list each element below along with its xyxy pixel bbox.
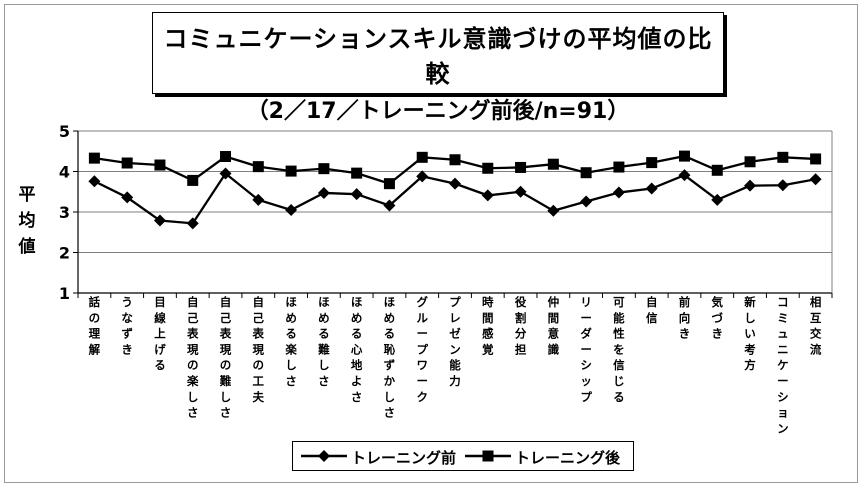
data-point-after [416,151,428,163]
data-point-before [514,185,527,198]
y-axis-label: 平均値 [18,185,36,257]
x-tick-label: リーダーシップ [580,295,592,404]
data-point-before [612,186,625,199]
data-point-after [515,161,527,173]
data-point-after [482,162,494,174]
x-tick-label: 自己表現の楽しさ [186,295,199,420]
x-tick-label: コミュニケーション [777,295,789,435]
data-point-after [777,151,789,163]
x-tick-label: 相互交流 [810,295,822,356]
y-tick-label: 1 [59,284,70,303]
data-point-before [481,189,494,202]
x-tick-label: うなずき [121,295,133,356]
data-point-after [187,174,199,186]
data-point-before [416,170,429,183]
x-tick-label: 可能性を信じる [613,295,625,404]
data-point-after [646,157,658,169]
data-point-after [252,161,264,173]
chart-title: コミュニケーションスキル意識づけの平均値の比較 [163,25,713,88]
legend-label-before: トレーニング前 [351,449,457,467]
data-point-before [809,173,822,186]
data-point-before [317,186,330,199]
x-tick-label: ほめる心地よさ [351,295,363,404]
chart-subtitle: （2／17／トレーニング前後/n=91） [246,99,630,124]
data-point-after [383,178,395,190]
data-point-before [121,191,134,204]
data-point-before [186,217,199,230]
data-point-after [220,151,232,163]
data-point-before [449,177,461,190]
data-point-before [678,169,691,182]
x-tick-label: 目線上げる [154,295,166,372]
data-point-after [678,150,690,162]
x-tick-label: プレゼン能力 [449,295,461,388]
data-point-before [383,199,396,212]
data-point-after [744,156,756,168]
data-point-after [318,163,330,175]
data-point-after [613,161,625,173]
legend-swatch-diamond [301,450,347,462]
data-point-after [547,158,559,170]
data-point-before [645,182,658,195]
data-point-before [776,179,789,192]
data-point-before [285,203,298,216]
data-point-after [88,152,100,164]
data-point-after [351,167,363,179]
data-point-before [350,188,363,201]
y-tick-label: 3 [59,203,70,222]
data-point-after [580,167,592,179]
data-point-after [121,157,133,169]
data-point-before [153,214,166,227]
data-point-after [449,154,461,166]
x-tick-label: 新しい考方 [744,295,756,372]
legend: トレーニング前 トレーニング後 [292,441,634,471]
data-point-before [252,193,265,206]
data-point-before [88,175,101,188]
data-point-before [711,193,724,206]
x-tick-label: 話の理解 [89,295,101,356]
x-tick-label: グループワーク [416,295,428,404]
data-point-after [154,159,166,171]
data-point-before [547,204,560,217]
data-point-before [219,167,232,180]
data-point-after [285,165,297,177]
chart-title-box: コミュニケーションスキル意識づけの平均値の比較 （2／17／トレーニング前後/n… [152,12,724,124]
data-point-before [744,179,757,192]
data-point-after [810,153,822,165]
x-tick-label: 役割分担 [515,295,527,356]
x-tick-label: 自己表現の難しさ [219,295,232,420]
x-tick-label: 時間感覚 [482,295,494,356]
x-tick-label: 自信 [646,295,658,325]
legend-swatch-square [465,450,511,462]
y-tick-label: 5 [59,122,70,141]
x-tick-label: 自己表現の工夫 [252,295,265,404]
data-point-before [580,195,593,208]
x-tick-label: ほめる楽しさ [284,295,297,388]
x-tick-label: ほめる恥ずかしさ [384,295,396,420]
x-tick-label: 仲間意識 [548,295,560,356]
x-tick-label: 気づき [712,295,724,341]
y-tick-label: 4 [59,163,70,182]
x-tick-label: ほめる難しさ [318,295,330,388]
y-tick-label: 2 [59,244,70,263]
x-tick-label: 前向き [679,295,691,341]
legend-label-after: トレーニング後 [515,449,621,467]
data-point-after [711,164,723,176]
